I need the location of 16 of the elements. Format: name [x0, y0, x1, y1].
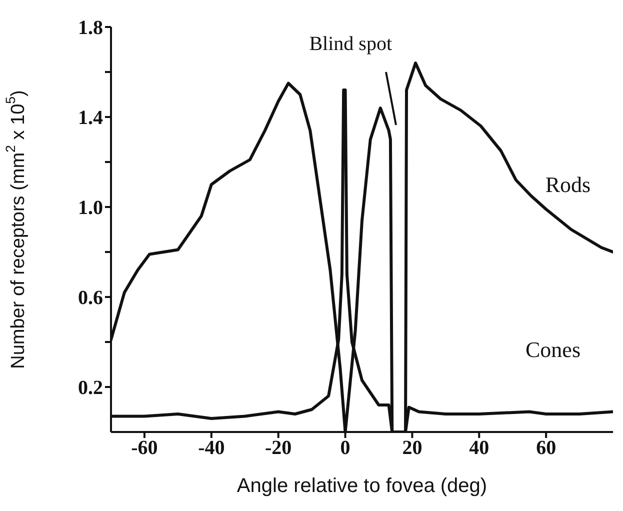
x-axis-title: Angle relative to fovea (deg) [236, 475, 488, 497]
x-tick-label: -40 [198, 437, 225, 460]
text: Cones [526, 336, 580, 362]
x-tick-label: 20 [402, 437, 422, 460]
x-tick-label: -20 [264, 437, 292, 460]
y-tick-label: 1.8 [78, 17, 103, 40]
y-tick-label: 0.6 [78, 287, 103, 310]
x-tick-label: -60 [131, 437, 158, 460]
y-tick-label: 1.4 [78, 107, 103, 130]
annotation: Blind spot [309, 33, 392, 55]
y-tick-label: 1.0 [78, 197, 103, 220]
y-tick-label: 0.2 [78, 377, 103, 400]
x-tick-label: 40 [469, 437, 490, 460]
series-label: Rods [545, 172, 591, 197]
x-tick-label: 60 [536, 437, 556, 460]
x-tick-label: 0 [340, 437, 350, 460]
